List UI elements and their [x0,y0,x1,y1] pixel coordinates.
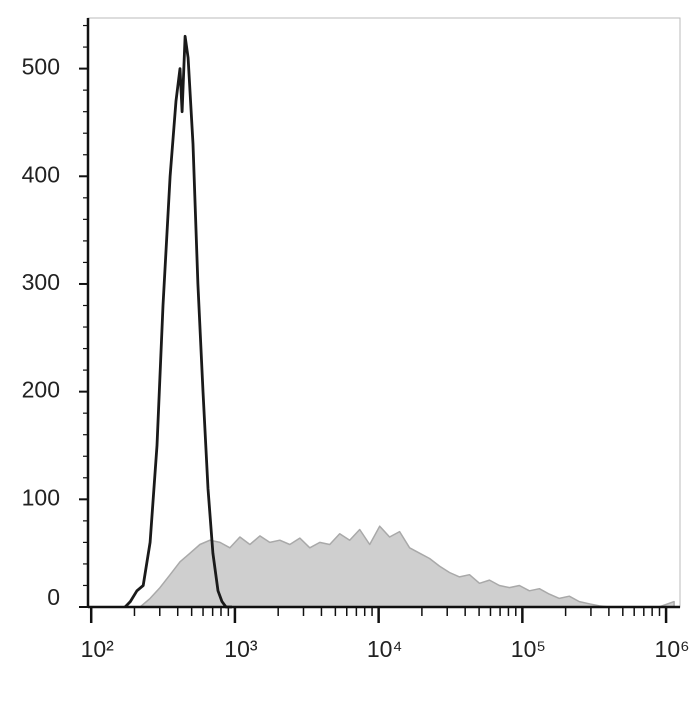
x-tick-label: 10⁶ [655,636,690,662]
x-tick-label: 10² [81,636,115,662]
x-tick-label: 10⁵ [511,636,546,662]
marks [124,34,675,609]
y-tick-label: 300 [22,269,60,295]
y-tick-label: 400 [22,161,60,187]
histogram-line [124,34,232,609]
histogram-area [139,525,675,608]
y-tick-label: 0 [47,584,60,610]
x-tick-label: 10⁴ [367,636,402,662]
x-tick-label: 10³ [224,636,258,662]
y-tick-label: 100 [22,484,60,510]
y-tick-label: 200 [22,377,60,403]
y-tick-label: 500 [22,54,60,80]
axes: 0 100 200 300 400 500 10² 10³ 10⁴ 10⁵ 10⁶ [22,18,690,662]
